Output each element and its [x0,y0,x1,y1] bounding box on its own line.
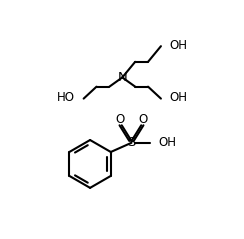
Text: OH: OH [169,39,187,52]
Text: S: S [127,136,136,149]
Text: OH: OH [159,136,177,149]
Text: O: O [116,113,125,126]
Text: N: N [117,71,127,84]
Text: HO: HO [57,91,75,104]
Text: O: O [138,113,147,126]
Text: OH: OH [169,91,187,104]
